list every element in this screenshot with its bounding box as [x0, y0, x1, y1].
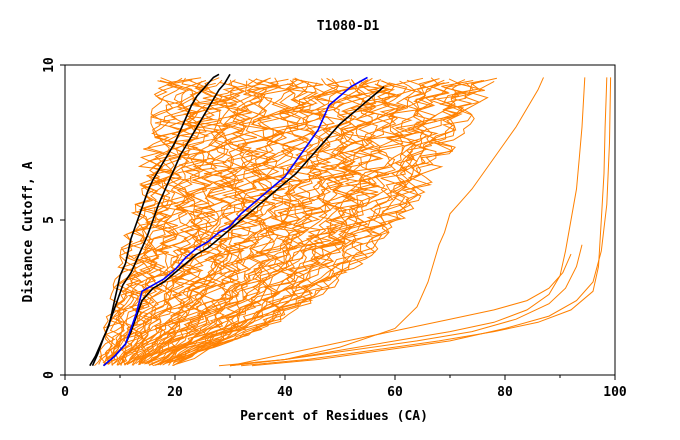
y-axis-label: Distance Cutoff, A: [21, 161, 36, 302]
model-curve: [144, 79, 382, 365]
model-curve: [116, 79, 268, 366]
blue-model-line: [102, 76, 368, 367]
model-curve: [168, 77, 441, 366]
model-curve: [139, 81, 354, 366]
x-axis-label: Percent of Residues (CA): [240, 409, 428, 424]
outlier-model-3-line: [218, 244, 583, 367]
outlier-model-1-line: [229, 77, 544, 367]
model-curve: [111, 81, 238, 366]
model-curves: [94, 77, 612, 367]
outlier-model-6-line: [229, 253, 572, 367]
model-curve: [132, 78, 307, 366]
model-curve: [163, 80, 419, 365]
x-tick-label: 80: [497, 385, 513, 400]
model-curve: [98, 80, 185, 364]
model-curve: [172, 77, 498, 366]
x-tick-label: 20: [167, 385, 183, 400]
model-curve: [157, 78, 440, 366]
x-tick-label: 40: [277, 385, 293, 400]
axis-ticks: 0 20 40 60 80 100 0 5 10: [42, 57, 627, 400]
black-model-3-line: [102, 86, 385, 367]
model-curve: [120, 80, 253, 366]
black-model-2-line: [89, 73, 231, 367]
model-curve: [151, 83, 389, 366]
model-curve: [148, 83, 397, 366]
chart-title: T1080-D1: [317, 19, 380, 34]
highlight-curves: [89, 73, 385, 367]
model-curve: [124, 77, 289, 366]
model-curve: [148, 80, 401, 366]
outlier-model-5-line: [251, 77, 612, 367]
x-tick-label: 100: [603, 385, 627, 400]
model-curve: [120, 78, 268, 365]
model-curve: [138, 78, 358, 366]
outlier-model-4-line: [240, 77, 608, 367]
model-curve: [152, 77, 424, 367]
y-tick-label: 10: [42, 57, 57, 73]
model-curve: [157, 80, 401, 365]
black-model-1-line: [91, 73, 220, 367]
outlier-model-2-line: [229, 77, 586, 367]
model-curve: [176, 80, 495, 364]
x-tick-label: 60: [387, 385, 403, 400]
model-curve: [159, 79, 427, 366]
y-tick-label: 0: [42, 371, 57, 379]
x-tick-label: 0: [61, 385, 69, 400]
y-tick-label: 5: [42, 216, 57, 224]
model-curve: [94, 77, 175, 367]
model-curve: [169, 79, 466, 364]
model-curve: [179, 82, 475, 364]
model-curve: [164, 81, 450, 364]
